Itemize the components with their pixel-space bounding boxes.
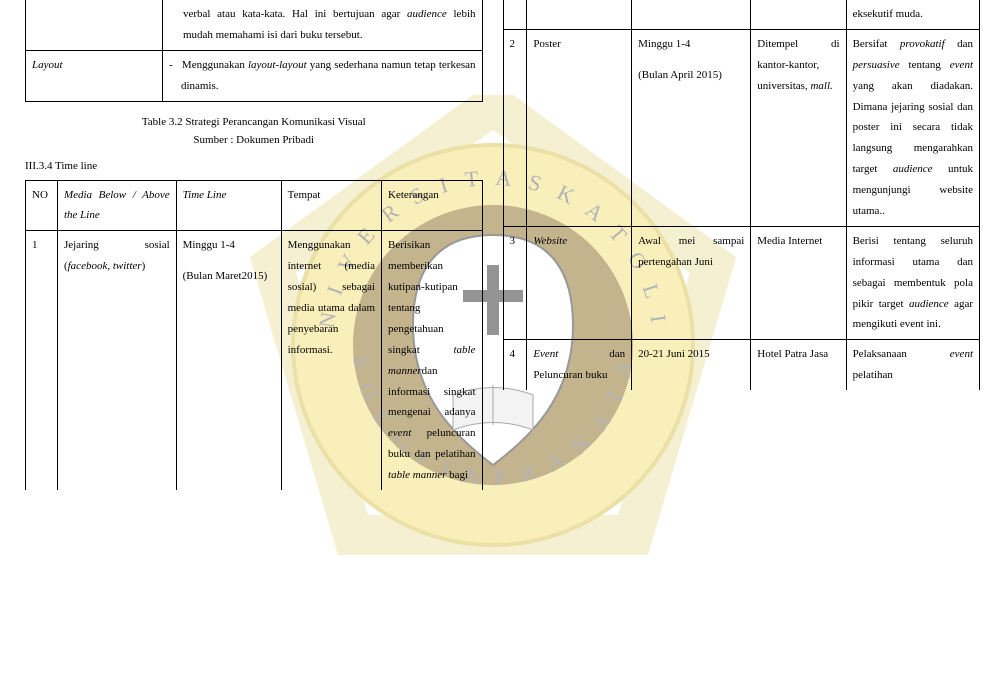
r3-no: 4 <box>503 340 527 390</box>
l1-timeline: Minggu 1-4 (Bulan Maret2015) <box>176 231 281 490</box>
r3-media: Event dan Peluncuran buku <box>527 340 632 390</box>
r2-no: 3 <box>503 226 527 339</box>
r2-timeline: Awal mei sampai pertengahan Juni <box>632 226 751 339</box>
r0-no <box>503 0 527 29</box>
table-source: Sumber : Dokumen Pribadi <box>25 134 483 146</box>
r1-no: 2 <box>503 29 527 226</box>
strategy-r1-c2: verbal atau kata-kata. Hal ini bertujuan… <box>162 0 482 50</box>
r2-media: Website <box>527 226 632 339</box>
r3-tempat: Hotel Patra Jasa <box>751 340 846 390</box>
r0-tempat <box>751 0 846 29</box>
l1-ket: Berisikan memberikan kutipan-kutipan ten… <box>382 231 482 490</box>
left-column: verbal atau kata-kata. Hal ini bertujuan… <box>0 0 493 690</box>
th-media: Media Below / Above the Line <box>57 180 176 231</box>
strategy-r2-c1: Layout <box>26 50 163 101</box>
timeline-table-right: eksekutif muda. 2 Poster Minggu 1-4 (Bul… <box>503 0 981 390</box>
r1-tempat: Ditempel di kantor-kantor, universitas, … <box>751 29 846 226</box>
th-tempat: Tempat <box>281 180 381 231</box>
l1-no: 1 <box>26 231 58 490</box>
section-heading: III.3.4 Time line <box>25 160 483 172</box>
l1-tempat: Menggunakan internet (media sosial) seba… <box>281 231 381 490</box>
table-caption: Table 3.2 Strategi Perancangan Komunikas… <box>25 116 483 128</box>
l1-media: Jejaring sosial (facebook, twitter) <box>57 231 176 490</box>
r0-media <box>527 0 632 29</box>
strategy-table-fragment: verbal atau kata-kata. Hal ini bertujuan… <box>25 0 483 102</box>
right-column: eksekutif muda. 2 Poster Minggu 1-4 (Bul… <box>493 0 985 690</box>
r3-ket: Pelaksanaan event pelatihan <box>846 340 979 390</box>
r1-timeline: Minggu 1-4 (Bulan April 2015) <box>632 29 751 226</box>
strategy-r1-c1 <box>26 0 163 50</box>
r2-ket: Berisi tentang seluruh informasi utama d… <box>846 226 979 339</box>
r0-timeline <box>632 0 751 29</box>
r3-timeline: 20-21 Juni 2015 <box>632 340 751 390</box>
th-no: NO <box>26 180 58 231</box>
r1-ket: Bersifat provokatif dan persuasive tenta… <box>846 29 979 226</box>
r1-media: Poster <box>527 29 632 226</box>
timeline-table-left: NO Media Below / Above the Line Time Lin… <box>25 180 483 490</box>
th-timeline: Time Line <box>176 180 281 231</box>
strategy-r2-c2: - Menggunakan layout-layout yang sederha… <box>162 50 482 101</box>
r2-tempat: Media Internet <box>751 226 846 339</box>
r0-ket: eksekutif muda. <box>846 0 979 29</box>
th-ket: Keterangan <box>382 180 482 231</box>
